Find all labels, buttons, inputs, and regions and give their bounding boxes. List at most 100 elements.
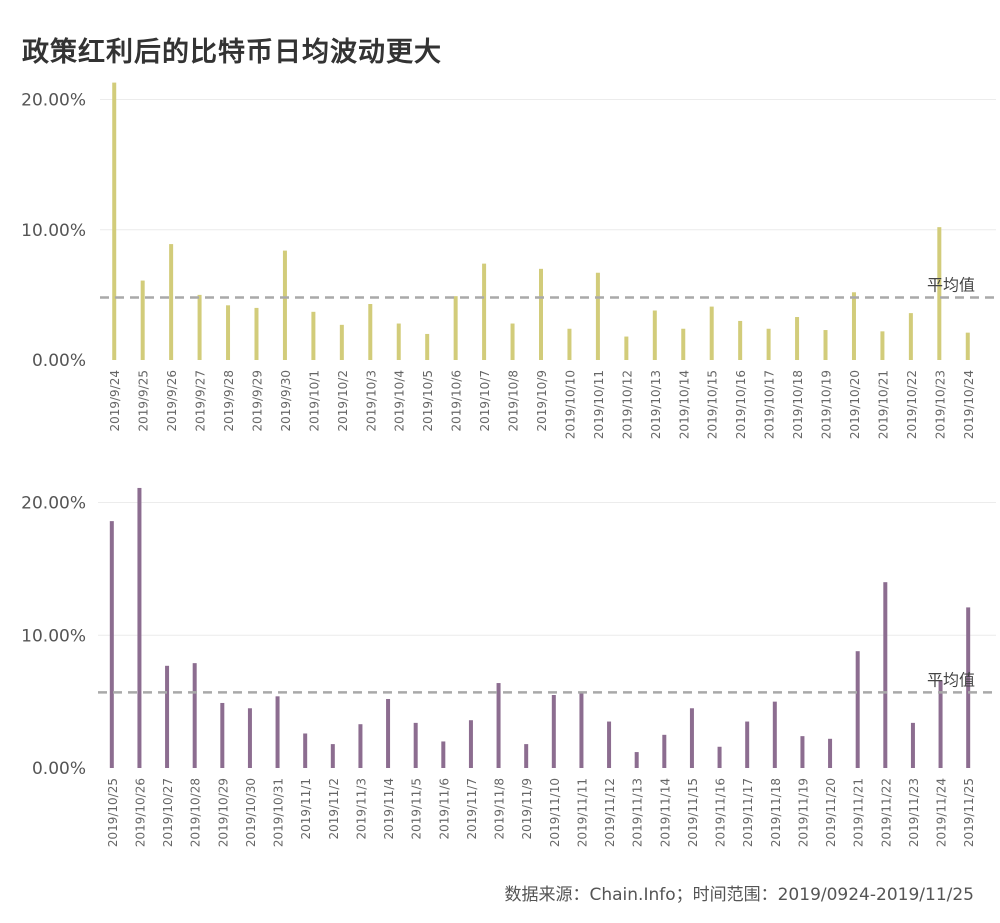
top-bar	[851, 292, 856, 360]
bottom-bar	[634, 752, 639, 768]
top-bar	[226, 305, 231, 360]
top-x-tick-label: 2019/10/20	[848, 370, 862, 439]
bottom-bar	[275, 696, 280, 768]
top-bar	[624, 336, 629, 360]
bottom-x-tick-label: 2019/11/3	[354, 778, 368, 840]
top-bar	[539, 268, 543, 360]
top-bar	[254, 307, 259, 360]
bottom-x-tick-label: 2019/11/6	[437, 778, 451, 840]
bottom-bar	[855, 651, 860, 768]
top-bar	[709, 306, 714, 360]
bottom-x-tick-label: 2019/11/22	[879, 778, 893, 847]
top-x-tick-label: 2019/10/4	[393, 370, 407, 432]
top-bar	[908, 313, 913, 360]
top-x-tick-label: 2019/10/23	[933, 370, 947, 439]
bottom-x-tick-label: 2019/11/23	[907, 778, 921, 847]
top-bar	[738, 320, 743, 360]
top-y-tick-label: 10.00%	[21, 221, 86, 241]
top-average-label: 平均值	[927, 275, 975, 294]
bottom-bar	[386, 698, 391, 768]
top-bar	[482, 263, 487, 360]
bottom-bar	[579, 692, 584, 768]
top-bar	[282, 250, 287, 360]
bottom-x-tick-label: 2019/11/11	[575, 778, 589, 847]
top-bar	[339, 324, 344, 360]
top-bar	[795, 317, 800, 360]
top-x-tick-label: 2019/10/13	[649, 370, 663, 439]
top-x-tick-label: 2019/9/25	[137, 370, 151, 432]
bottom-bar	[745, 721, 750, 768]
bottom-x-tick-label: 2019/10/31	[272, 778, 286, 847]
top-bar	[311, 311, 316, 360]
top-x-tick-label: 2019/10/17	[763, 370, 777, 439]
top-x-tick-label: 2019/10/12	[620, 370, 634, 439]
bottom-x-tick-label: 2019/11/2	[327, 778, 341, 840]
top-bar	[112, 82, 117, 361]
top-bar	[453, 296, 458, 360]
bottom-x-tick-label: 2019/11/13	[631, 778, 645, 847]
bottom-x-tick-label: 2019/11/9	[520, 778, 534, 840]
bottom-bar	[938, 680, 943, 768]
top-x-tick-label: 2019/10/22	[905, 370, 919, 439]
top-x-tick-label: 2019/10/7	[478, 370, 492, 432]
top-y-tick-label: 0.00%	[32, 351, 86, 371]
chart-title: 政策红利后的比特币日均波动更大	[22, 37, 442, 68]
top-bar	[880, 331, 885, 360]
bottom-x-tick-label: 2019/10/25	[106, 778, 120, 847]
top-x-tick-label: 2019/10/14	[677, 370, 691, 439]
bottom-x-tick-label: 2019/11/14	[658, 778, 672, 847]
bottom-x-tick-label: 2019/11/25	[962, 778, 976, 847]
bottom-x-tick-label: 2019/11/4	[382, 778, 396, 840]
top-bar	[567, 328, 572, 360]
bottom-x-tick-label: 2019/11/8	[493, 778, 507, 840]
top-x-tick-label: 2019/10/8	[507, 370, 521, 432]
top-x-tick-label: 2019/9/26	[165, 370, 179, 432]
bottom-x-tick-label: 2019/11/1	[299, 778, 313, 840]
bottom-bar	[468, 720, 473, 768]
bottom-bar	[247, 708, 252, 768]
bottom-x-tick-label: 2019/11/17	[741, 778, 755, 847]
top-bar	[595, 272, 600, 360]
bottom-bar	[551, 695, 556, 768]
bottom-x-tick-label: 2019/10/26	[133, 778, 147, 847]
top-x-tick-label: 2019/10/18	[791, 370, 805, 439]
bottom-x-tick-label: 2019/11/19	[796, 778, 810, 847]
bottom-bar	[662, 734, 667, 768]
bottom-bar	[165, 665, 170, 768]
top-x-tick-label: 2019/10/11	[592, 370, 606, 439]
bottom-bar	[800, 736, 805, 768]
top-x-tick-label: 2019/10/16	[734, 370, 748, 439]
top-x-tick-label: 2019/10/3	[364, 370, 378, 432]
bottom-x-tick-label: 2019/11/7	[465, 778, 479, 840]
data-source-note: 数据来源：Chain.Info；时间范围：2019/0924-2019/11/2…	[504, 885, 974, 905]
bottom-bar	[496, 683, 501, 768]
top-x-tick-label: 2019/10/24	[962, 370, 976, 439]
top-chart-svg: 0.00% 10.00% 20.00% 2019/9/24 2019/9/25 2019/…	[21, 82, 996, 439]
top-bar	[652, 310, 657, 360]
bottom-x-tick-label: 2019/10/30	[244, 778, 258, 847]
top-y-tick-label: 20.00%	[21, 91, 86, 111]
bottom-x-tick-label: 2019/11/24	[935, 778, 949, 847]
top-x-tick-label: 2019/10/21	[876, 370, 890, 439]
bottom-x-tick-label: 2019/11/21	[852, 778, 866, 847]
bottom-bar	[883, 582, 888, 768]
top-bar	[510, 323, 515, 360]
bottom-bar	[607, 721, 612, 768]
bottom-y-tick-label: 10.00%	[21, 626, 86, 646]
bottom-bar	[413, 722, 418, 768]
top-bar	[368, 304, 373, 360]
top-bar	[681, 328, 686, 360]
bottom-bar	[358, 724, 363, 768]
bottom-x-tick-label: 2019/10/29	[216, 778, 230, 847]
bottom-x-tick-label: 2019/11/12	[603, 778, 617, 847]
bottom-x-tick-label: 2019/11/15	[686, 778, 700, 847]
top-x-tick-label: 2019/10/6	[450, 370, 464, 432]
bottom-bar	[689, 708, 694, 768]
top-x-tick-label: 2019/9/30	[279, 370, 293, 432]
top-x-tick-label: 2019/10/2	[336, 370, 350, 432]
bottom-bar	[910, 722, 915, 768]
top-bar	[396, 323, 401, 360]
bottom-bar	[330, 744, 335, 768]
top-bar	[965, 332, 970, 360]
top-bar	[169, 244, 174, 360]
